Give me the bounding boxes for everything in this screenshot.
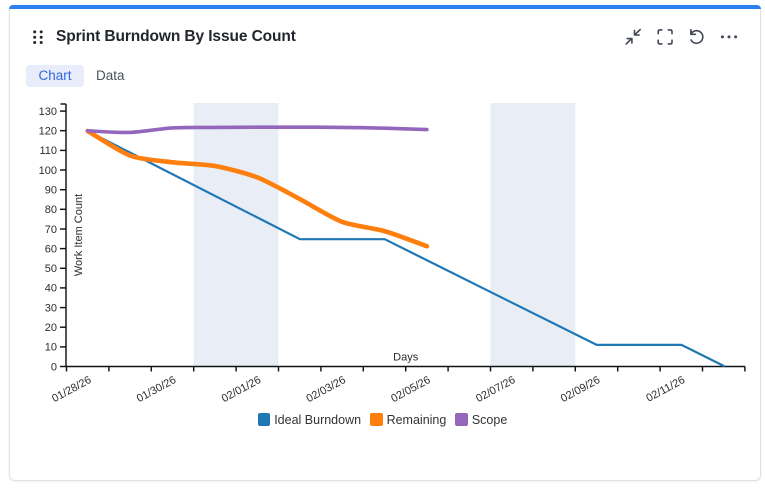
svg-text:100: 100 — [39, 165, 57, 177]
svg-text:01/30/26: 01/30/26 — [135, 374, 178, 405]
svg-text:02/09/26: 02/09/26 — [559, 374, 602, 405]
svg-text:110: 110 — [39, 145, 57, 157]
svg-text:01/28/26: 01/28/26 — [50, 374, 93, 405]
svg-text:90: 90 — [45, 185, 57, 197]
svg-text:02/03/26: 02/03/26 — [304, 374, 347, 405]
svg-text:80: 80 — [45, 204, 57, 216]
svg-text:130: 130 — [39, 106, 57, 118]
svg-text:20: 20 — [45, 322, 57, 334]
svg-text:30: 30 — [45, 302, 57, 314]
svg-text:40: 40 — [45, 283, 57, 295]
svg-text:60: 60 — [45, 243, 57, 255]
svg-text:02/11/26: 02/11/26 — [644, 374, 687, 405]
svg-text:Days: Days — [393, 352, 419, 364]
svg-text:70: 70 — [45, 224, 57, 236]
svg-text:50: 50 — [45, 263, 57, 275]
svg-text:Work Item Count: Work Item Count — [73, 194, 85, 276]
svg-text:0: 0 — [51, 361, 57, 373]
svg-text:02/05/26: 02/05/26 — [389, 374, 432, 405]
svg-text:10: 10 — [45, 342, 57, 354]
svg-text:120: 120 — [39, 126, 57, 138]
svg-text:02/07/26: 02/07/26 — [474, 374, 517, 405]
svg-text:02/01/26: 02/01/26 — [220, 374, 263, 405]
